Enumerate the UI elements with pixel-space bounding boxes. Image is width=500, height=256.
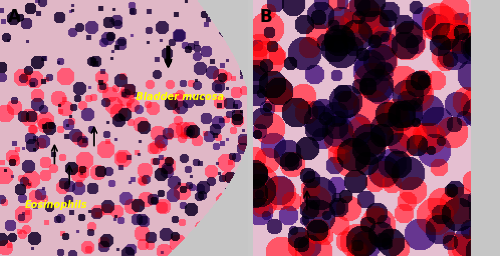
Text: Eosinophils: Eosinophils xyxy=(25,200,88,210)
Text: Bladder mucosa: Bladder mucosa xyxy=(136,92,224,102)
Text: A: A xyxy=(8,8,20,26)
Text: B: B xyxy=(260,8,272,26)
